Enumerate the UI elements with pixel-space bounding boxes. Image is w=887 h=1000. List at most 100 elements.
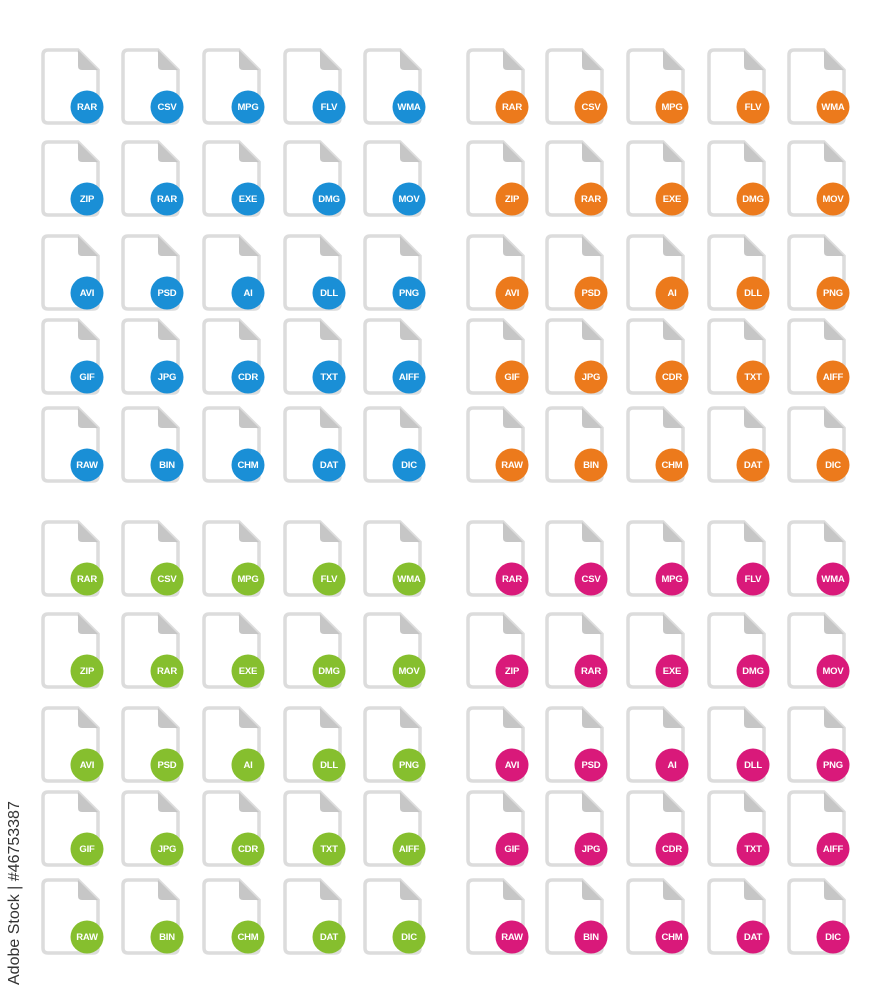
file-type-label: CHM [237, 459, 259, 471]
file-type-badge: DAT [738, 922, 768, 952]
file-type-label: MPG [661, 573, 683, 585]
file-type-label: AI [243, 759, 253, 771]
file-type-label: RAR [581, 665, 601, 677]
file-icon-blue-csv: CSV [120, 48, 182, 126]
file-type-label: RAR [502, 101, 522, 113]
file-type-badge: RAR [152, 184, 182, 214]
file-type-badge: EXE [233, 184, 263, 214]
file-type-label: AI [667, 759, 677, 771]
file-type-label: CSV [157, 573, 177, 585]
file-type-badge: ZIP [72, 184, 102, 214]
file-icon-magenta-aiff: AIFF [786, 790, 848, 868]
file-icon-orange-jpg: JPG [544, 318, 606, 396]
file-type-label: WMA [821, 101, 845, 113]
file-icon-blue-dat: DAT [282, 406, 344, 484]
file-icon-blue-psd: PSD [120, 234, 182, 312]
file-type-badge: DIC [818, 922, 848, 952]
file-type-badge: JPG [152, 834, 182, 864]
file-type-label: DMG [742, 193, 764, 205]
file-icon-blue-raw: RAW [40, 406, 102, 484]
file-type-label: AIFF [398, 843, 420, 855]
file-icon-magenta-avi: AVI [465, 706, 527, 784]
file-type-badge: AI [233, 278, 263, 308]
file-type-badge: EXE [657, 656, 687, 686]
file-type-label: RAR [502, 573, 522, 585]
file-type-label: MPG [237, 101, 259, 113]
file-type-badge: DIC [394, 922, 424, 952]
file-icon-magenta-png: PNG [786, 706, 848, 784]
file-icon-green-ai: AI [201, 706, 263, 784]
file-icon-magenta-ai: AI [625, 706, 687, 784]
file-icon-orange-txt: TXT [706, 318, 768, 396]
file-icon-magenta-jpg: JPG [544, 790, 606, 868]
file-type-badge: GIF [72, 834, 102, 864]
file-icon-blue-txt: TXT [282, 318, 344, 396]
file-type-badge: PSD [576, 278, 606, 308]
file-type-badge: DMG [738, 656, 768, 686]
file-type-label: TXT [744, 843, 762, 855]
file-type-label: PNG [823, 759, 843, 771]
file-icon-blue-aiff: AIFF [362, 318, 424, 396]
file-icon-orange-csv: CSV [544, 48, 606, 126]
file-type-label: ZIP [504, 665, 520, 677]
file-type-badge: CHM [657, 922, 687, 952]
file-icon-green-txt: TXT [282, 790, 344, 868]
file-type-badge: GIF [497, 362, 527, 392]
file-type-badge: AI [657, 750, 687, 780]
file-icon-blue-avi: AVI [40, 234, 102, 312]
file-icon-orange-rar: RAR [544, 140, 606, 218]
file-type-label: PSD [581, 287, 601, 299]
file-icon-magenta-zip: ZIP [465, 612, 527, 690]
file-icon-blue-cdr: CDR [201, 318, 263, 396]
file-type-badge: JPG [576, 362, 606, 392]
file-type-label: PNG [823, 287, 843, 299]
file-type-label: JPG [581, 371, 601, 383]
file-icon-green-gif: GIF [40, 790, 102, 868]
file-type-badge: CDR [233, 362, 263, 392]
file-type-badge: AVI [72, 750, 102, 780]
file-type-label: PSD [157, 759, 177, 771]
file-type-label: RAR [77, 573, 97, 585]
file-type-badge: CHM [233, 450, 263, 480]
file-icon-orange-mpg: MPG [625, 48, 687, 126]
file-type-badge: DAT [314, 922, 344, 952]
file-type-label: MPG [661, 101, 683, 113]
file-type-label: RAW [76, 931, 98, 943]
file-type-badge: DMG [738, 184, 768, 214]
file-type-label: FLV [320, 573, 338, 585]
file-type-badge: BIN [576, 922, 606, 952]
file-type-label: FLV [744, 101, 762, 113]
file-type-label: BIN [159, 459, 175, 471]
file-type-badge: FLV [314, 564, 344, 594]
file-icon-magenta-dmg: DMG [706, 612, 768, 690]
file-type-label: JPG [157, 843, 177, 855]
file-icon-magenta-bin: BIN [544, 878, 606, 956]
file-icon-orange-exe: EXE [625, 140, 687, 218]
file-type-badge: CSV [576, 564, 606, 594]
file-type-badge: TXT [738, 834, 768, 864]
file-type-badge: CSV [152, 92, 182, 122]
file-icon-blue-jpg: JPG [120, 318, 182, 396]
file-icon-green-raw: RAW [40, 878, 102, 956]
file-type-badge: EXE [233, 656, 263, 686]
file-type-badge: PSD [576, 750, 606, 780]
file-type-badge: PSD [152, 750, 182, 780]
file-type-badge: RAW [72, 450, 102, 480]
file-type-label: DAT [319, 459, 339, 471]
file-type-badge: DIC [394, 450, 424, 480]
file-type-label: CHM [237, 931, 259, 943]
file-icon-green-dll: DLL [282, 706, 344, 784]
file-type-badge: BIN [576, 450, 606, 480]
file-type-badge: RAR [152, 656, 182, 686]
file-icon-green-wma: WMA [362, 520, 424, 598]
file-type-badge: RAW [72, 922, 102, 952]
file-icon-green-mpg: MPG [201, 520, 263, 598]
file-type-badge: BIN [152, 450, 182, 480]
file-type-label: EXE [238, 665, 258, 677]
file-icon-green-exe: EXE [201, 612, 263, 690]
file-type-label: DMG [742, 665, 764, 677]
file-type-label: WMA [821, 573, 845, 585]
file-icon-orange-flv: FLV [706, 48, 768, 126]
file-type-label: CSV [581, 573, 601, 585]
file-icon-orange-raw: RAW [465, 406, 527, 484]
